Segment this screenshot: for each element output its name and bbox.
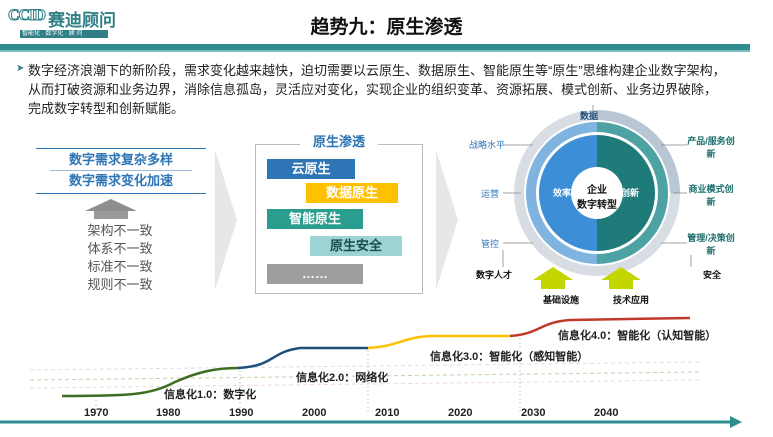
label-data: 数据: [580, 111, 599, 121]
label-management-innovation: 管理/决策创新: [687, 233, 735, 256]
label-operation: 运营: [480, 189, 499, 199]
native-penetration-title: 原生渗透: [312, 134, 365, 149]
year-label: 2010: [375, 407, 400, 419]
logo-text: 赛迪顾问: [48, 11, 116, 30]
label-product-innovation: 产品/服务创新: [687, 136, 735, 159]
header-divider: [0, 44, 750, 50]
stage-label-1: 信息化1.0：数字化: [164, 389, 257, 401]
stage-curve-2: [237, 346, 368, 370]
bar-cloud-native: 云原生: [267, 159, 355, 179]
inconsistency-item: 体系不一致: [87, 241, 153, 256]
year-label: 2040: [594, 407, 619, 419]
middle-ring-right: [596, 122, 668, 264]
inconsistency-item: 标准不一致: [87, 259, 153, 274]
chevron-right-icon: [436, 150, 458, 290]
need-item: 数字需求复杂多样: [68, 152, 173, 167]
up-arrow-icon: [85, 199, 137, 211]
label-tech-application: 技术应用: [612, 295, 649, 305]
stage-label-2: 信息化2.0：网络化: [296, 372, 389, 384]
logo-tagline: 智能化 · 数字化 · 顾 问: [22, 31, 83, 37]
label-digital-talent: 数字人才: [475, 270, 512, 280]
header-divider-light: [0, 50, 750, 52]
needs-box: 数字需求复杂多样 数字需求变化加速: [36, 148, 206, 194]
logo-tagline-strip: 智能化 · 数字化 · 顾 问: [20, 30, 108, 38]
inconsistency-item: 架构不一致: [87, 223, 153, 238]
label-business-model-innovation: 商业模式创新: [688, 184, 734, 207]
outer-ring-arc: [596, 110, 680, 194]
center-label-line: 企业: [587, 185, 607, 196]
label-strategy: 战略水平: [468, 140, 505, 150]
page-title: 趋势九：原生渗透: [310, 17, 463, 38]
stage-label-3: 信息化3.0：智能化（感知智能）: [430, 351, 589, 363]
needs-divider: [50, 170, 192, 171]
up-arrow-body: [94, 211, 128, 219]
year-label: 1980: [156, 407, 181, 419]
label-efficiency: 效率: [552, 188, 571, 198]
chevron-right-icon: [215, 150, 237, 290]
stage-curve-1: [61, 366, 239, 398]
bullet-arrow-icon: ➤: [16, 63, 25, 74]
label-security: 安全: [702, 270, 721, 280]
label-control: 管控: [480, 239, 499, 249]
year-label: 1970: [84, 407, 109, 419]
bar-native-security: 原生安全: [310, 236, 402, 256]
need-item: 数字需求变化加速: [68, 173, 173, 188]
bar-intelligent-native: 智能原生: [267, 209, 363, 229]
year-label: 1990: [229, 407, 254, 419]
inner-right-half: [597, 135, 655, 251]
inner-left-half: [539, 135, 597, 251]
inconsistency-item: 规则不一致: [87, 277, 153, 292]
stage-curve-4: [509, 316, 691, 338]
foundation-arrow-left: [533, 267, 573, 289]
label-infrastructure: 基础设施: [542, 295, 579, 305]
inconsistency-list: 架构不一致 体系不一致 标准不一致 规则不一致: [60, 222, 180, 294]
timeline-axis-arrow-icon: [730, 416, 742, 428]
informatization-timeline: [0, 316, 742, 428]
bar-data-native: 数据原生: [306, 183, 398, 203]
enterprise-transformation-diagram: [502, 105, 692, 289]
label-innovation: 创新: [620, 188, 639, 198]
bar-more: ……: [267, 264, 363, 284]
center-label-line: 数字转型: [577, 200, 617, 211]
year-label: 2020: [448, 407, 473, 419]
logo-mark: CCID: [8, 7, 47, 25]
center-circle: [571, 167, 623, 219]
foundation-arrow-right: [601, 267, 641, 289]
middle-ring-left: [526, 122, 598, 264]
stage-label-4: 信息化4.0：智能化（认知智能）: [558, 330, 717, 342]
center-label: 企业 数字转型: [572, 181, 622, 211]
year-label: 2030: [521, 407, 546, 419]
intro-text: 数字经济浪潮下的新阶段，需求变化越来越快，迫切需要以云原生、数据原生、智能原生等…: [28, 63, 726, 116]
stage-curve-3: [367, 334, 510, 350]
year-label: 2000: [302, 407, 327, 419]
